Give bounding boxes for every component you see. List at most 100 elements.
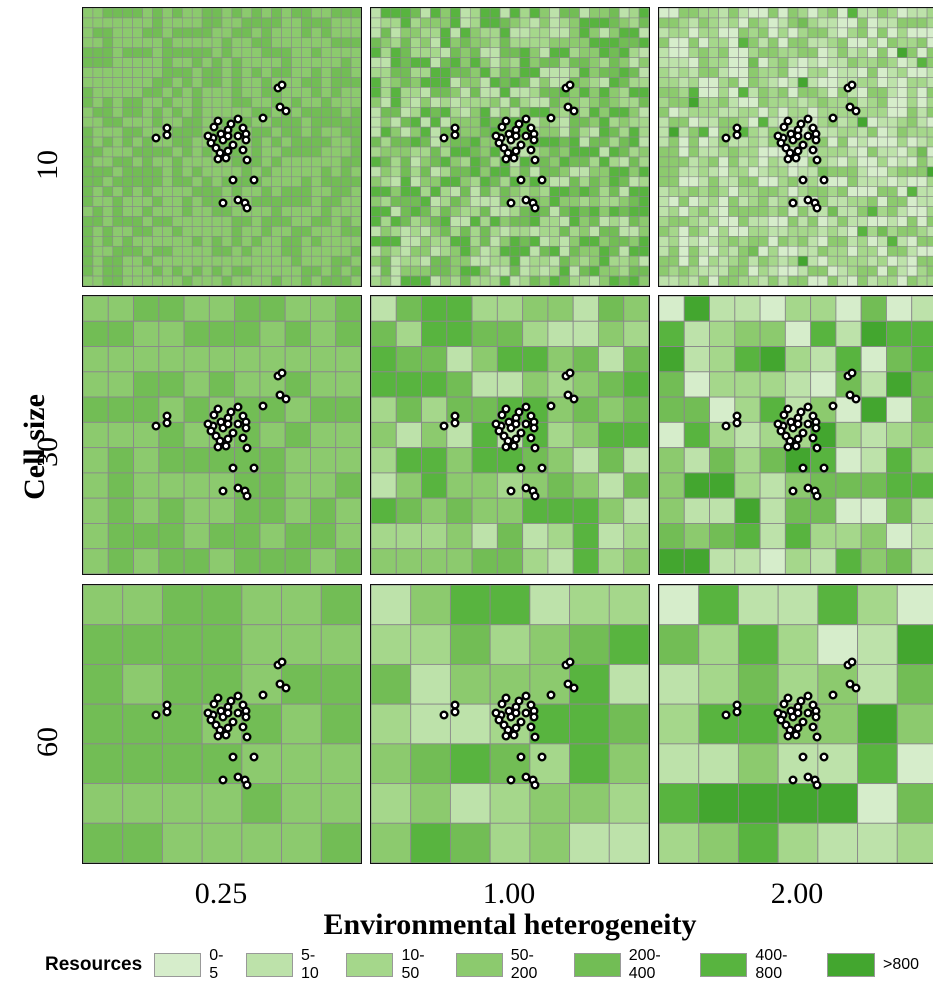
grid-cell <box>757 136 769 148</box>
grid-cell <box>301 265 312 277</box>
sample-point <box>798 463 808 473</box>
grid-cell <box>122 822 163 863</box>
grid-cell <box>251 275 263 286</box>
grid-cell <box>340 47 352 58</box>
grid-cell <box>896 255 908 267</box>
grid-cell <box>440 176 451 188</box>
grid-cell <box>659 57 670 68</box>
grid-cell <box>698 136 709 148</box>
grid-cell <box>191 87 203 98</box>
grid-cell <box>469 106 481 118</box>
grid-cell <box>767 216 779 227</box>
grid-cell <box>489 106 501 118</box>
grid-cell <box>291 27 302 39</box>
grid-cell <box>857 156 868 168</box>
sample-point <box>242 780 252 790</box>
grid-cell <box>787 47 799 58</box>
grid-cell <box>757 176 769 188</box>
grid-cell <box>787 77 799 88</box>
grid-cell <box>161 624 203 665</box>
grid-cell <box>572 346 599 373</box>
grid-cell <box>142 57 153 68</box>
grid-cell <box>142 196 153 207</box>
grid-cell <box>330 67 342 78</box>
grid-cell <box>678 8 690 19</box>
grid-cell <box>598 396 625 423</box>
grid-cell <box>479 265 491 277</box>
grid-cell <box>446 346 473 373</box>
grid-cell <box>767 57 779 68</box>
legend-item: 0-5 <box>154 947 232 983</box>
grid-cell <box>887 156 898 168</box>
grid-cell <box>539 87 551 98</box>
grid-cell <box>599 216 610 227</box>
grid-cell <box>142 106 153 118</box>
grid-cell <box>598 523 625 550</box>
grid-cell <box>807 216 819 227</box>
legend-label: 10-50 <box>401 947 425 982</box>
grid-cell <box>211 47 223 58</box>
grid-cell <box>777 196 789 207</box>
grid-cell <box>183 371 210 398</box>
grid-cell <box>877 57 888 68</box>
grid-cell <box>83 156 94 168</box>
grid-cell <box>450 67 461 78</box>
grid-cell <box>896 57 908 68</box>
sample-point <box>732 418 742 428</box>
grid-cell <box>916 17 928 29</box>
grid-cell <box>395 472 422 499</box>
grid-cell <box>896 783 933 824</box>
sample-point <box>732 130 742 140</box>
grid-cell <box>92 97 104 108</box>
grid-cell <box>420 186 431 197</box>
grid-cell <box>886 396 913 423</box>
grid-cell <box>559 27 570 39</box>
grid-cell <box>748 186 759 197</box>
grid-cell <box>350 136 361 148</box>
grid-cell <box>877 166 888 178</box>
grid-cell <box>410 663 451 705</box>
grid-cell <box>340 216 352 227</box>
grid-cell <box>301 245 312 257</box>
grid-cell <box>350 8 361 19</box>
grid-cell <box>668 97 680 108</box>
grid-cell <box>92 196 104 207</box>
grid-cell <box>599 265 610 277</box>
grid-cell <box>380 57 392 68</box>
grid-cell <box>380 106 392 118</box>
grid-cell <box>728 226 739 237</box>
grid-cell <box>234 371 261 398</box>
sample-point <box>521 131 531 141</box>
grid-cell <box>827 186 839 197</box>
grid-cell <box>817 37 829 49</box>
grid-cell <box>559 67 570 78</box>
grid-cell <box>738 87 749 98</box>
grid-cell <box>107 296 134 322</box>
grid-cell <box>158 371 185 398</box>
grid-cell <box>827 97 839 108</box>
grid-cell <box>450 245 461 257</box>
grid-cell <box>430 186 441 197</box>
grid-cell <box>757 186 769 197</box>
grid-cell <box>281 196 292 207</box>
grid-cell <box>400 27 412 39</box>
grid-cell <box>748 255 759 267</box>
grid-cell <box>231 37 243 49</box>
grid-cell <box>860 548 887 574</box>
grid-cell <box>271 166 282 178</box>
grid-cell <box>668 77 680 88</box>
grid-cell <box>906 245 918 257</box>
grid-cell <box>440 57 451 68</box>
grid-cell <box>371 206 382 217</box>
grid-cell <box>380 116 392 128</box>
grid-cell <box>618 275 630 286</box>
grid-cell <box>162 67 173 78</box>
grid-cell <box>172 255 183 267</box>
grid-cell <box>350 87 361 98</box>
grid-cell <box>877 245 888 257</box>
grid-cell <box>350 255 361 267</box>
grid-cell <box>529 265 541 277</box>
grid-cell <box>916 275 928 286</box>
grid-cell <box>330 8 342 19</box>
grid-cell <box>759 447 786 474</box>
